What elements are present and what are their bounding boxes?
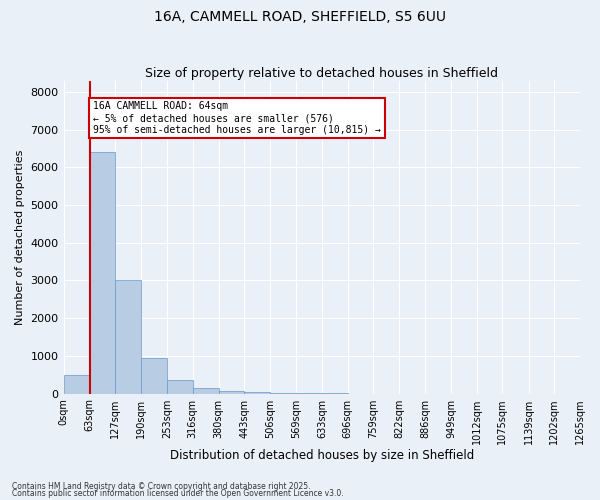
Bar (89, 152, 115, 394)
Text: Contains public sector information licensed under the Open Government Licence v3: Contains public sector information licen… (12, 489, 344, 498)
Text: Contains HM Land Registry data © Crown copyright and database right 2025.: Contains HM Land Registry data © Crown c… (12, 482, 311, 491)
Text: 16A CAMMELL ROAD: 64sqm
← 5% of detached houses are smaller (576)
95% of semi-de: 16A CAMMELL ROAD: 64sqm ← 5% of detached… (94, 102, 381, 134)
Bar (218, 390, 244, 394)
Bar (141, 358, 167, 394)
X-axis label: Distribution of detached houses by size in Sheffield: Distribution of detached houses by size … (170, 450, 474, 462)
Bar (167, 380, 193, 394)
Bar (115, 280, 141, 394)
Title: Size of property relative to detached houses in Sheffield: Size of property relative to detached ho… (145, 66, 498, 80)
Bar (244, 392, 270, 394)
Bar (270, 393, 296, 394)
Y-axis label: Number of detached properties: Number of detached properties (15, 150, 25, 325)
Bar (193, 388, 218, 394)
Bar (64, 374, 89, 394)
Text: 16A, CAMMELL ROAD, SHEFFIELD, S5 6UU: 16A, CAMMELL ROAD, SHEFFIELD, S5 6UU (154, 10, 446, 24)
